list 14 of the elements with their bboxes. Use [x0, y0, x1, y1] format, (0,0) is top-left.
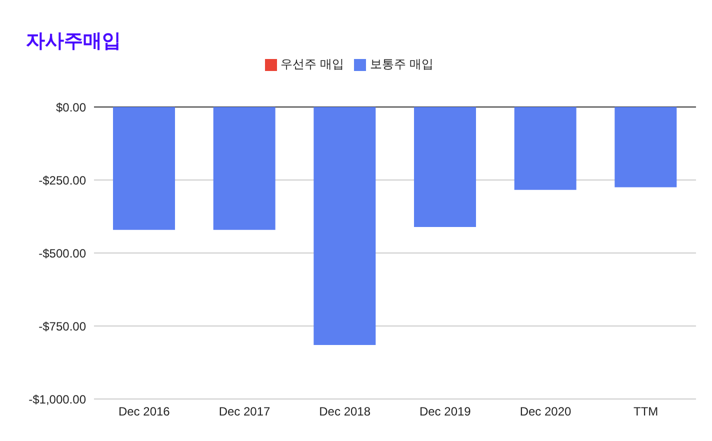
x-tick-label: Dec 2017 — [218, 404, 271, 419]
legend-label: 우선주 매입 — [280, 57, 344, 71]
x-tick-label: Dec 2018 — [319, 404, 371, 419]
y-tick-label: $0.00 — [56, 100, 86, 114]
x-tick-label: TTM — [634, 404, 658, 419]
y-tick-label: -$250.00 — [38, 173, 86, 188]
legend-label: 보통주 매입 — [370, 57, 434, 71]
x-tick-label: Dec 2016 — [118, 404, 170, 419]
chart-title: 자사주매입 — [26, 30, 121, 54]
x-tick-label: Dec 2019 — [419, 404, 472, 419]
x-tick-label: Dec 2020 — [520, 404, 572, 419]
y-tick-label: -$1,000.00 — [28, 392, 86, 406]
y-tick-label: -$500.00 — [38, 246, 86, 260]
y-tick-label: -$750.00 — [38, 319, 86, 334]
